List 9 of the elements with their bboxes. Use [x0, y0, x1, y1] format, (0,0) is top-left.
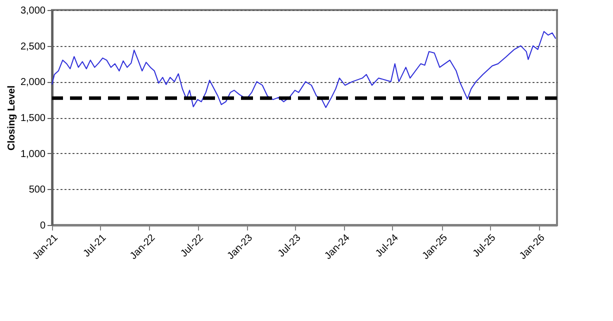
line-series: [52, 31, 556, 108]
y-tick-label: 1,000: [20, 148, 46, 160]
y-tick-label: 2,000: [20, 77, 46, 88]
y-tick-label: 2,500: [20, 41, 46, 52]
y-tick-label: 0: [40, 220, 46, 232]
y-axis-title: Closing Level: [6, 85, 18, 151]
y-tick-label: 1,500: [20, 113, 46, 124]
y-tick-label: 3,000: [20, 6, 46, 16]
y-tick-label: 500: [28, 184, 46, 196]
